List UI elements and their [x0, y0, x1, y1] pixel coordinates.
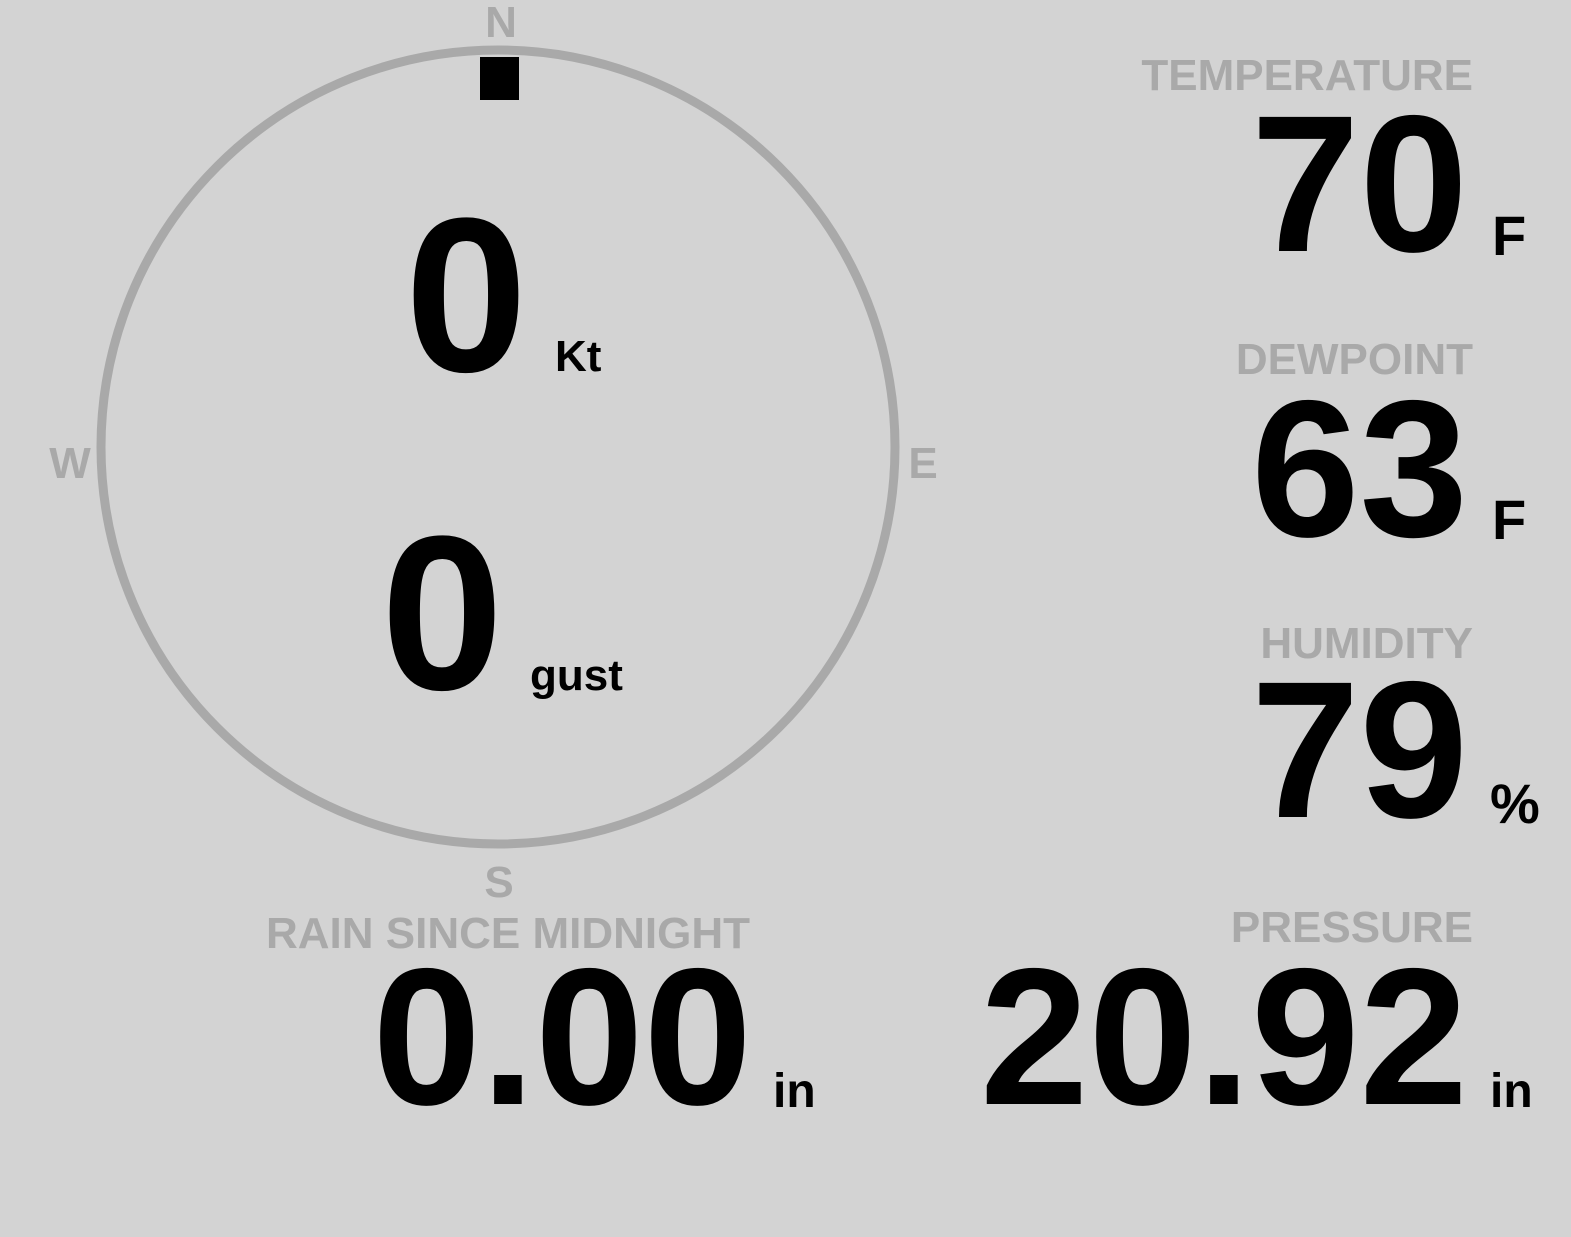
compass-north: N: [485, 0, 517, 47]
wind-gust-value: 0: [381, 490, 504, 736]
dewpoint-unit: F: [1492, 488, 1527, 551]
humidity-label: HUMIDITY: [1260, 619, 1473, 668]
compass-ring: [96, 45, 900, 849]
humidity-value: 79: [1251, 641, 1468, 859]
compass-west: W: [49, 439, 91, 488]
temperature-label: TEMPERATURE: [1141, 51, 1473, 100]
compass-east: E: [908, 439, 938, 488]
pressure-unit: in: [1490, 1065, 1533, 1118]
dewpoint-label: DEWPOINT: [1235, 335, 1473, 384]
rain-label: RAIN SINCE MIDNIGHT: [266, 909, 750, 958]
pressure-label: PRESSURE: [1230, 903, 1473, 952]
temperature-unit: F: [1492, 204, 1527, 267]
wind-direction-marker: [480, 57, 519, 100]
compass-south: S: [484, 858, 514, 907]
temperature-value: 70: [1251, 75, 1468, 293]
rain-value: 0.00: [372, 928, 752, 1146]
rain-unit: in: [773, 1065, 816, 1118]
pressure-value: 20.92: [980, 928, 1468, 1146]
humidity-unit: %: [1490, 772, 1540, 835]
wind-speed-unit: Kt: [555, 332, 602, 381]
wind-speed-value: 0: [405, 172, 528, 418]
dewpoint-value: 63: [1251, 360, 1468, 578]
wind-gust-unit: gust: [530, 651, 623, 700]
